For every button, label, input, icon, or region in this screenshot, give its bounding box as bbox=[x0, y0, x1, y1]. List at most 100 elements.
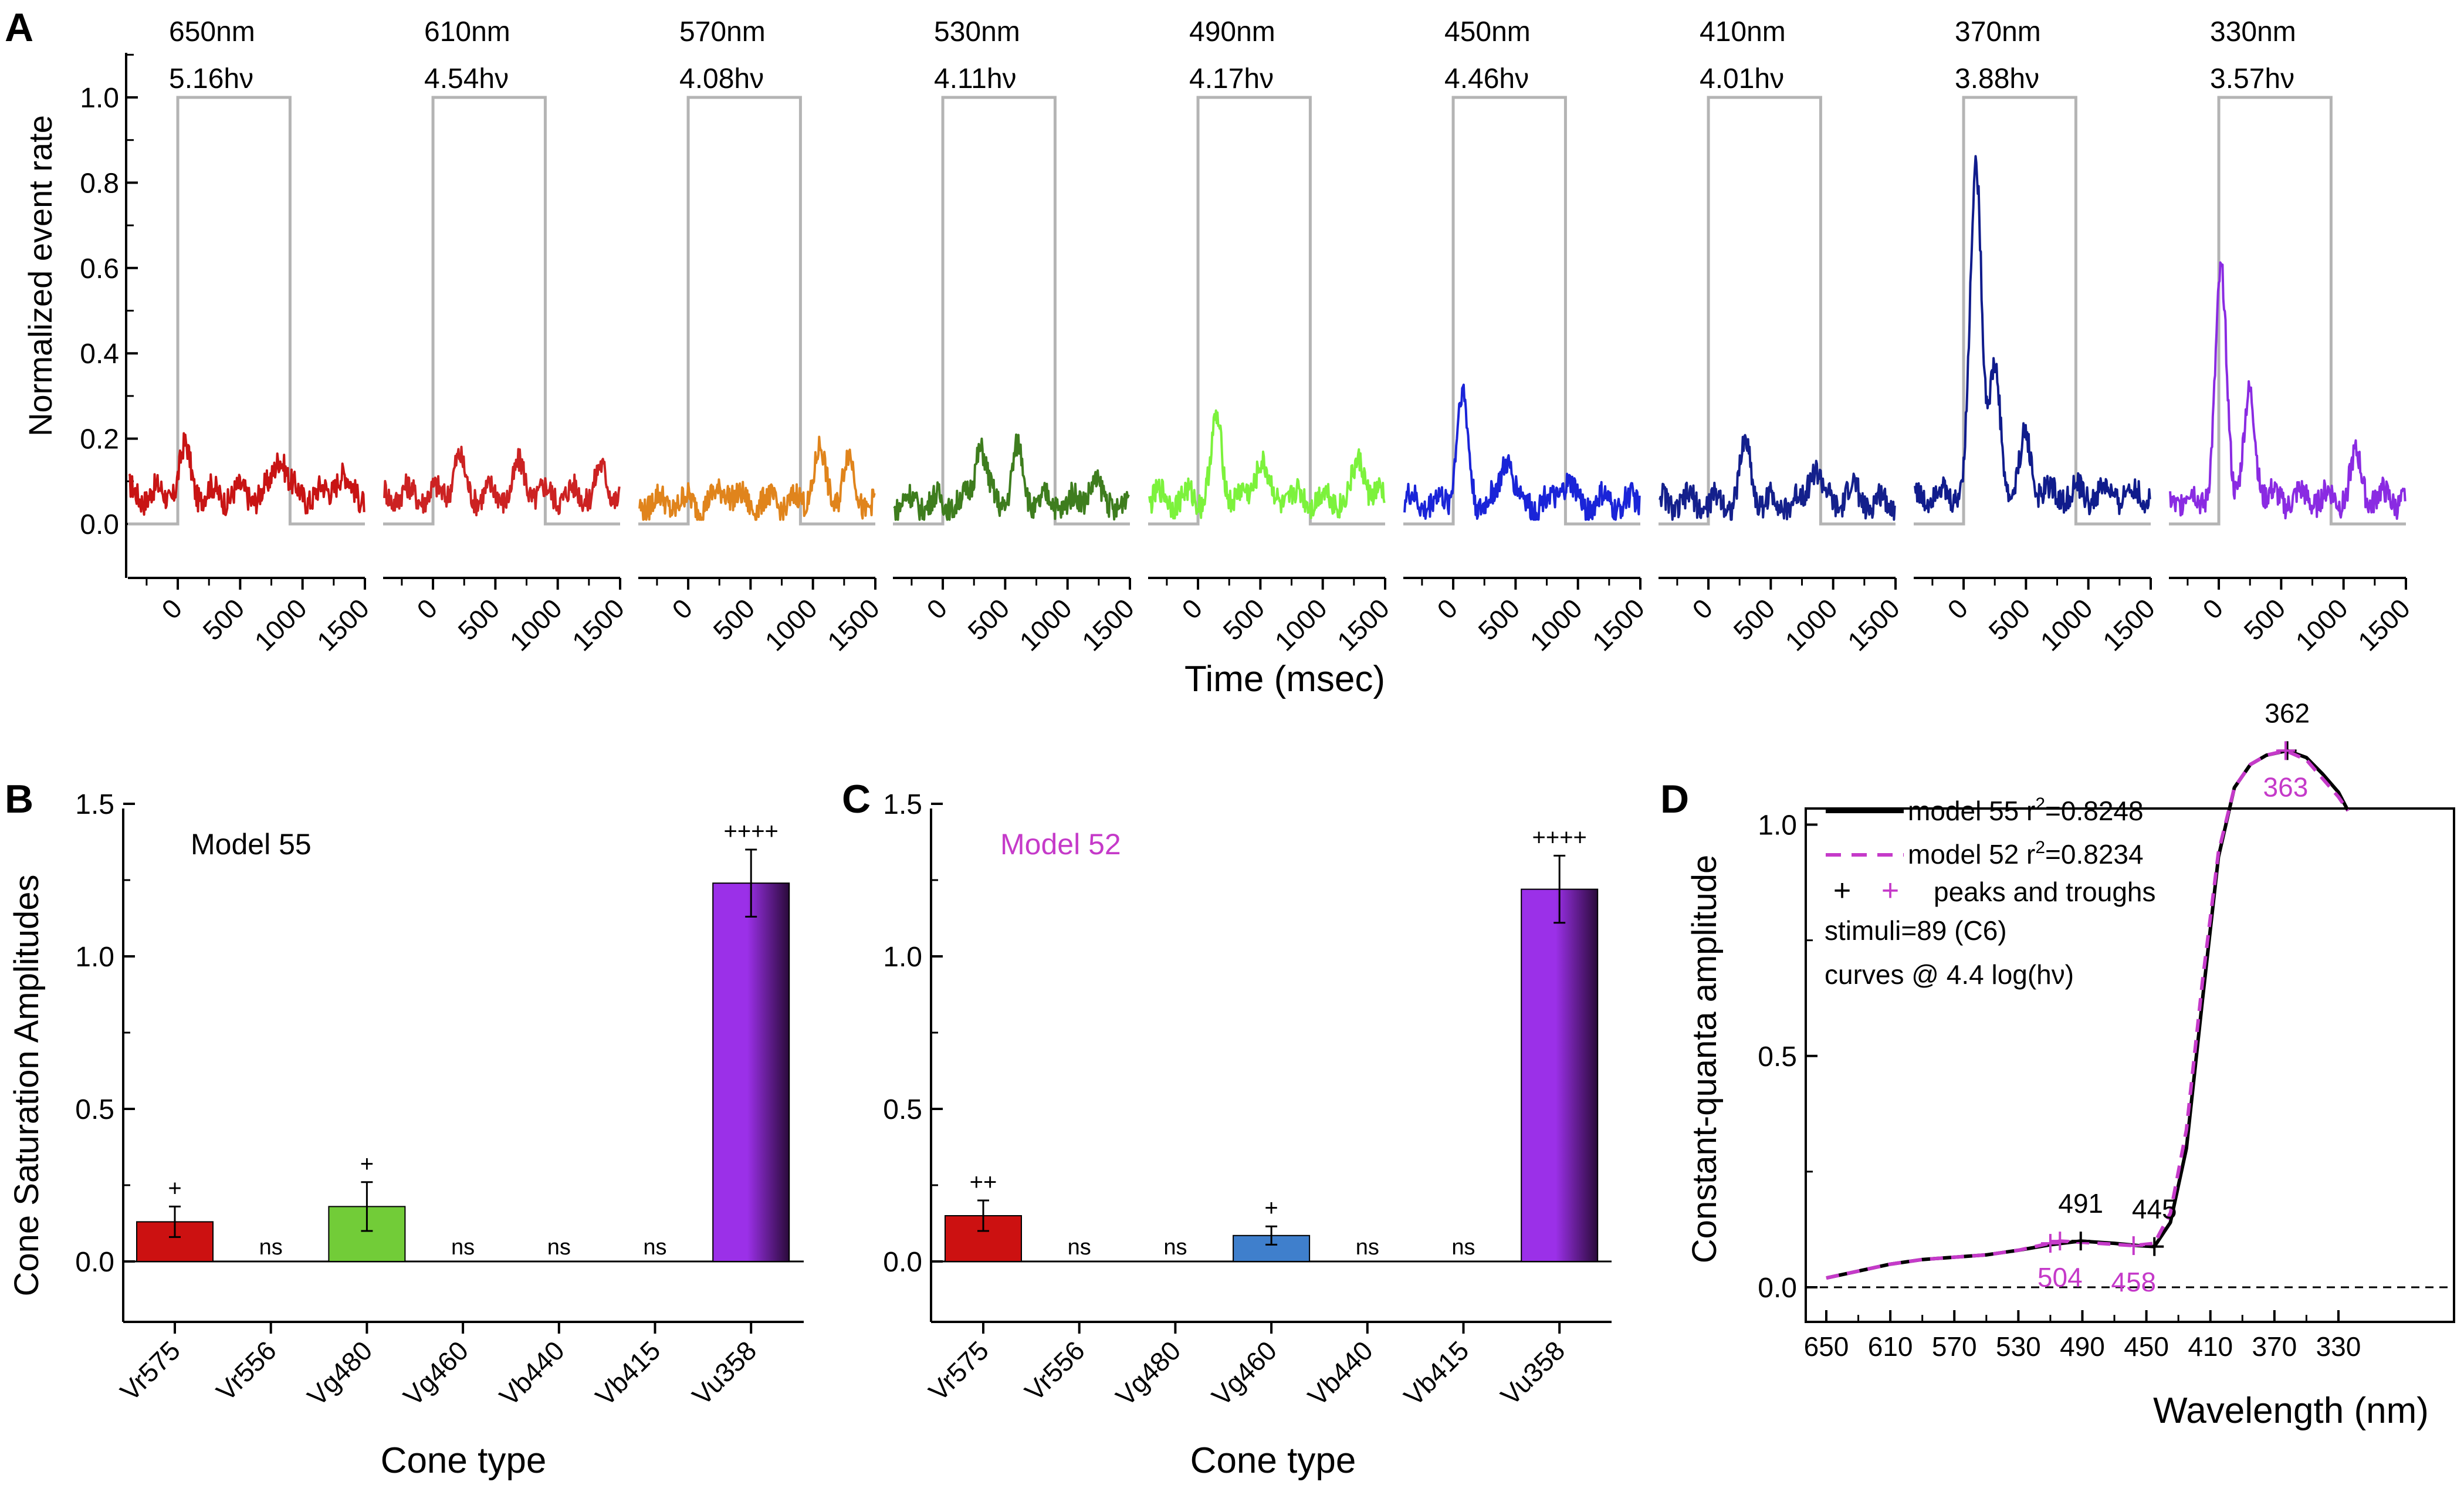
panel-a-event-rate: 0.0 0.2 0.4 0.6 0.8 1.0 Normalized event rate… bbox=[22, 16, 2416, 699]
a-x-tick-label: 1500 bbox=[1586, 593, 1650, 657]
panel-letter-a: A bbox=[5, 5, 33, 50]
a-wavelength-label: 410nm bbox=[1700, 16, 1786, 48]
a-response-trace bbox=[1659, 434, 1896, 521]
a-x-tick-label: 500 bbox=[707, 593, 760, 646]
a-x-tick-label: 0 bbox=[1176, 593, 1208, 625]
a-stimulus-trace bbox=[1659, 96, 1896, 526]
a-response-trace bbox=[638, 435, 876, 521]
a-x-tick-label: 1000 bbox=[1269, 593, 1333, 657]
a-wavelength-label: 490nm bbox=[1189, 16, 1275, 48]
a-x-tick-label: 0 bbox=[155, 593, 188, 625]
panel-b-bar-chart: Cone Saturation Amplitudes Model 55 0.0 0… bbox=[8, 789, 804, 1481]
b-significance-label: ns bbox=[547, 1235, 571, 1260]
a-x-tick-label: 0 bbox=[920, 593, 953, 625]
a-response-trace bbox=[128, 432, 365, 516]
panel-c-x-label: Cone type bbox=[1190, 1440, 1356, 1481]
b-x-tick-label: Vr575 bbox=[114, 1335, 186, 1406]
a-x-tick-label: 500 bbox=[1982, 593, 2036, 646]
a-x-tick-label: 500 bbox=[1472, 593, 1525, 646]
panel-a-y-label: Normalized event rate bbox=[22, 115, 59, 437]
a-response-trace bbox=[1403, 383, 1641, 521]
a-y-tick-label: 0.8 bbox=[80, 168, 119, 199]
a-photon-label: 4.54hν bbox=[424, 63, 509, 94]
a-response-trace bbox=[893, 433, 1130, 521]
a-response-trace bbox=[1148, 409, 1386, 520]
c-y-tick-label: 1.5 bbox=[883, 789, 922, 820]
a-stimulus-trace bbox=[383, 96, 620, 526]
panel-b-x-label: Cone type bbox=[381, 1440, 547, 1481]
d-x-tick-label: 570 bbox=[1932, 1331, 1977, 1362]
b-x-tick-label: Vg460 bbox=[397, 1335, 474, 1412]
b-significance-label: + bbox=[168, 1175, 181, 1201]
c-significance-label: ++ bbox=[970, 1169, 997, 1195]
panel-d-y-label: Constant-quanta amplitude bbox=[1685, 855, 1724, 1263]
a-x-tick-label: 1500 bbox=[2352, 593, 2416, 657]
d-x-tick-label: 370 bbox=[2252, 1331, 2297, 1362]
b-x-tick-label: Vr556 bbox=[210, 1335, 282, 1406]
b-significance-label: ++++ bbox=[723, 818, 778, 844]
legend-stimuli-text: stimuli=89 (C6) bbox=[1825, 915, 2007, 946]
a-x-tick-label: 1000 bbox=[1779, 593, 1843, 657]
c-x-tick-label: Vg460 bbox=[1206, 1335, 1282, 1412]
a-stimulus-trace bbox=[2169, 96, 2406, 526]
a-response-trace bbox=[1914, 155, 2151, 516]
d-y-tick-label: 1.0 bbox=[1758, 810, 1797, 841]
a-photon-label: 4.01hν bbox=[1700, 63, 1784, 94]
panel-d-legend: model 55 r2=0.8248 model 52 r2=0.8234 + … bbox=[1825, 794, 2156, 990]
d-peak-label-model52: 504 bbox=[2037, 1262, 2083, 1293]
a-photon-label: 4.17hν bbox=[1189, 63, 1274, 94]
c-significance-label: ns bbox=[1068, 1235, 1091, 1260]
b-y-tick-label: 0.5 bbox=[75, 1094, 114, 1125]
c-x-tick-label: Vr556 bbox=[1018, 1335, 1090, 1406]
panel-letter-d: D bbox=[1660, 777, 1689, 821]
panel-letter-c: C bbox=[842, 777, 871, 821]
b-x-tick-label: Vb415 bbox=[590, 1335, 666, 1412]
a-x-tick-label: 1500 bbox=[2097, 593, 2161, 657]
a-wavelength-label: 610nm bbox=[424, 16, 510, 48]
a-x-tick-label: 0 bbox=[1431, 593, 1463, 625]
c-x-tick-label: Vb415 bbox=[1398, 1335, 1475, 1412]
c-x-tick-label: Vb440 bbox=[1302, 1335, 1379, 1412]
c-x-tick-label: Vg480 bbox=[1110, 1335, 1187, 1412]
a-photon-label: 4.46hν bbox=[1444, 63, 1529, 94]
a-y-tick-label: 0.4 bbox=[80, 339, 119, 370]
b-x-tick-label: Vg480 bbox=[302, 1335, 378, 1412]
d-x-tick-label: 450 bbox=[2124, 1331, 2169, 1362]
b-significance-label: ns bbox=[451, 1235, 475, 1260]
a-x-tick-label: 0 bbox=[411, 593, 443, 625]
legend-cross-black: + bbox=[1833, 874, 1851, 908]
legend-model52-text: model 52 r2=0.8234 bbox=[1908, 838, 2144, 870]
a-x-tick-label: 500 bbox=[1217, 593, 1270, 646]
a-wavelength-label: 570nm bbox=[679, 16, 766, 48]
a-x-tick-label: 500 bbox=[1727, 593, 1781, 646]
b-significance-label: ns bbox=[643, 1235, 666, 1260]
d-x-tick-label: 410 bbox=[2188, 1331, 2233, 1362]
a-stimulus-trace bbox=[128, 96, 365, 526]
panel-d-spectral-curve: Constant-quanta amplitude 0.0 0.5 1.0 650 61… bbox=[1685, 698, 2455, 1431]
a-wavelength-label: 530nm bbox=[934, 16, 1020, 48]
c-significance-label: + bbox=[1264, 1195, 1278, 1221]
b-x-tick-label: Vu358 bbox=[686, 1335, 763, 1411]
a-photon-label: 3.57hν bbox=[2210, 63, 2294, 94]
d-peak-label-model52: 458 bbox=[2111, 1267, 2156, 1297]
legend-model55-text: model 55 r2=0.8248 bbox=[1908, 794, 2144, 826]
a-stimulus-trace bbox=[1148, 96, 1385, 526]
d-plot-frame bbox=[1805, 807, 2455, 1323]
a-y-tick-label: 0.0 bbox=[80, 509, 119, 540]
a-wavelength-label: 450nm bbox=[1444, 16, 1531, 48]
panel-b-title: Model 55 bbox=[191, 828, 312, 861]
c-significance-label: ns bbox=[1163, 1235, 1187, 1260]
a-x-tick-label: 1500 bbox=[566, 593, 630, 657]
a-photon-label: 3.88hν bbox=[1955, 63, 2039, 94]
d-x-tick-label: 530 bbox=[1996, 1331, 2041, 1362]
d-y-tick-label: 0.5 bbox=[1758, 1041, 1797, 1073]
c-bar-Vu358 bbox=[1521, 888, 1599, 1262]
a-x-tick-label: 1500 bbox=[821, 593, 885, 657]
